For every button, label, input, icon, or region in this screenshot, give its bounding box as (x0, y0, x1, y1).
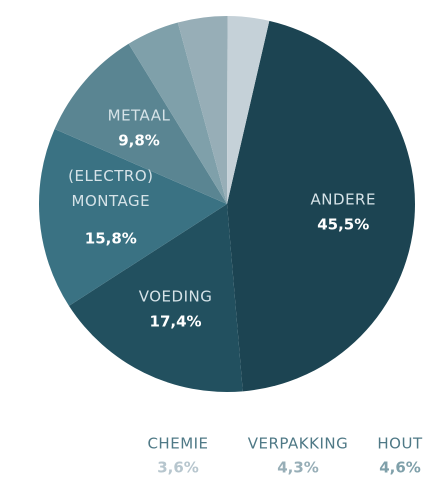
slice-label: VOEDING (138, 287, 213, 306)
pie-slice (54, 43, 227, 204)
slice-label: METAAL (107, 106, 171, 125)
pie-slice (227, 16, 270, 205)
legend-label: HOUT (377, 434, 423, 453)
slice-value: 9,8% (118, 131, 160, 150)
pie-slice (177, 15, 228, 204)
legend-label: CHEMIE (147, 434, 209, 453)
slice-value: 45,5% (317, 215, 370, 234)
pie-slice (227, 20, 415, 392)
slice-label: ANDERE (310, 190, 376, 209)
slice-value: 17,4% (149, 312, 202, 331)
pie-slice (128, 22, 227, 205)
legend-value: 3,6% (157, 458, 199, 477)
legend-value: 4,3% (277, 458, 319, 477)
pie-slice (68, 204, 243, 392)
legend-value: 4,6% (379, 458, 421, 477)
pie-slice (38, 128, 227, 306)
slice-label: (ELECTRO) MONTAGE (68, 166, 154, 210)
legend-label: VERPAKKING (247, 434, 349, 453)
slice-value: 15,8% (84, 229, 137, 248)
